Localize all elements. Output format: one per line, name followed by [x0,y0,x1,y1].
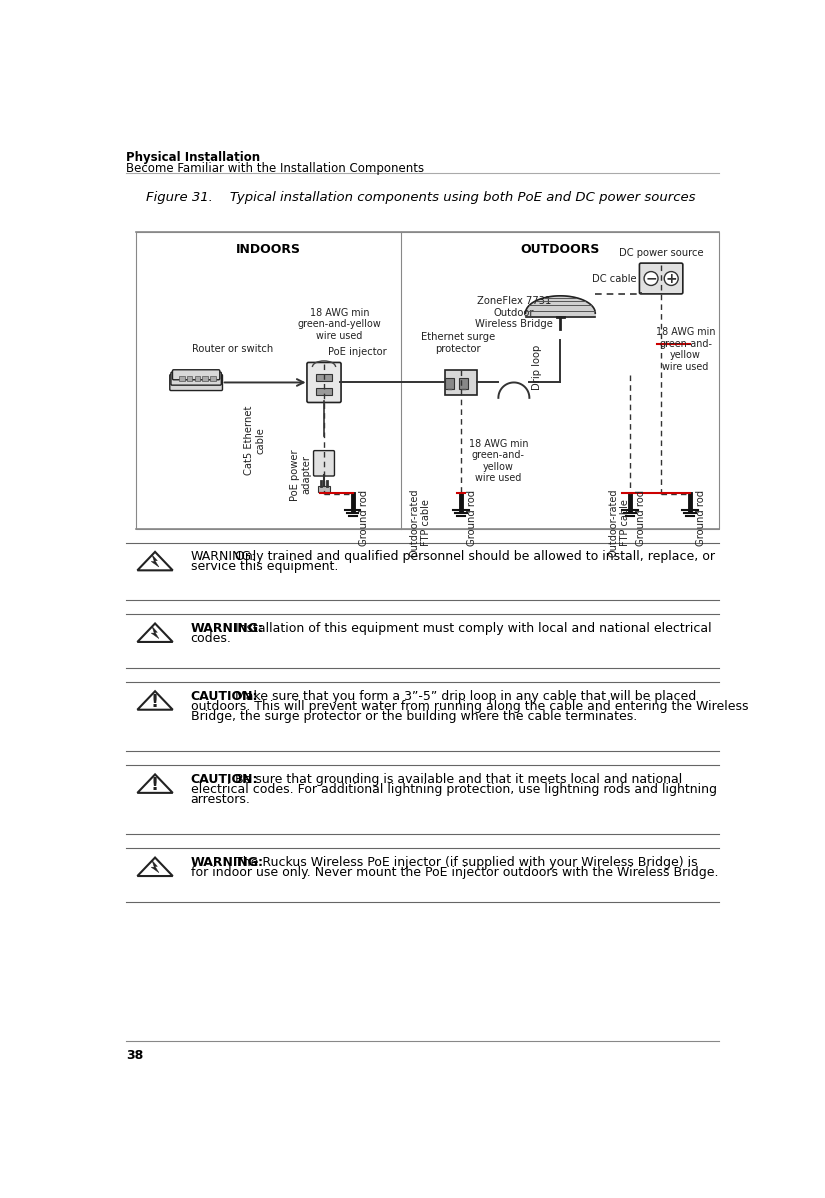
Text: DC power source: DC power source [619,248,704,258]
Text: electrical codes. For additional lightning protection, use lightning rods and li: electrical codes. For additional lightni… [191,782,717,795]
Text: DC cable: DC cable [592,274,637,284]
Bar [179,376,185,381]
Text: ZoneFlex 7731
Outdoor
Wireless Bridge: ZoneFlex 7731 Outdoor Wireless Bridge [475,296,553,329]
Text: Drip loop: Drip loop [532,345,542,389]
Text: 18 AWG min
green-and-yellow
wire used: 18 AWG min green-and-yellow wire used [298,308,381,341]
Text: Become Familiar with the Installation Components: Become Familiar with the Installation Co… [126,162,425,175]
Polygon shape [151,555,159,567]
Text: Be sure that grounding is available and that it meets local and national: Be sure that grounding is available and … [227,773,682,786]
Text: Ground rod: Ground rod [636,490,646,546]
Text: OUTDOORS: OUTDOORS [521,243,600,256]
Polygon shape [151,627,159,639]
Bar [318,485,330,492]
Text: CAUTION:: CAUTION: [191,773,258,786]
FancyBboxPatch shape [445,370,478,395]
Text: Ground rod: Ground rod [359,490,369,546]
Polygon shape [151,860,159,872]
FancyBboxPatch shape [307,363,341,403]
Text: WARNING:: WARNING: [191,622,264,635]
Text: Router or switch: Router or switch [192,344,274,353]
Text: Cat5 Ethernet
cable: Cat5 Ethernet cable [244,405,266,474]
Text: Ground rod: Ground rod [467,490,477,546]
Text: 18 AWG min
green-and-
yellow
wire used: 18 AWG min green-and- yellow wire used [656,327,715,371]
FancyBboxPatch shape [170,374,223,391]
Text: PoE power
adapter: PoE power adapter [290,449,312,501]
Circle shape [644,272,658,285]
Text: Installation of this equipment must comply with local and national electrical: Installation of this equipment must comp… [227,622,712,635]
FancyBboxPatch shape [639,264,683,294]
Text: Ground rod: Ground rod [695,490,705,546]
Text: WARNING:: WARNING: [191,550,256,563]
Text: −: − [645,272,657,285]
Text: codes.: codes. [191,631,232,645]
Text: PoE injector: PoE injector [328,347,387,357]
FancyBboxPatch shape [172,370,219,380]
Text: +: + [666,272,677,285]
FancyBboxPatch shape [316,374,332,381]
Text: for indoor use only. Never mount the PoE injector outdoors with the Wireless Bri: for indoor use only. Never mount the PoE… [191,866,719,879]
Bar [202,376,208,381]
Circle shape [664,272,678,285]
Text: Make sure that you form a 3”-5” drip loop in any cable that will be placed: Make sure that you form a 3”-5” drip loo… [227,690,696,703]
Text: Physical Installation: Physical Installation [126,151,261,164]
Text: !: ! [151,776,159,794]
Text: 38: 38 [126,1048,144,1061]
Text: Ethernet surge
protector: Ethernet surge protector [421,332,495,353]
Text: outdoors. This will prevent water from running along the cable and entering the : outdoors. This will prevent water from r… [191,700,748,713]
Text: Figure 31.    Typical installation components using both PoE and DC power source: Figure 31. Typical installation componen… [146,192,695,205]
Bar [195,376,200,381]
Text: WARNING:: WARNING: [191,857,264,869]
Text: service this equipment.: service this equipment. [191,561,338,574]
FancyBboxPatch shape [445,377,455,388]
Text: 18 AWG min
green-and-
yellow
wire used: 18 AWG min green-and- yellow wire used [469,438,528,484]
Bar [186,376,192,381]
Text: The Ruckus Wireless PoE injector (if supplied with your Wireless Bridge) is: The Ruckus Wireless PoE injector (if sup… [227,857,698,869]
FancyBboxPatch shape [316,388,332,395]
FancyBboxPatch shape [459,377,468,388]
Bar [210,376,215,381]
Text: arrestors.: arrestors. [191,793,251,806]
FancyBboxPatch shape [171,373,221,385]
Text: Outdoor-rated
FTP cable: Outdoor-rated FTP cable [609,489,630,557]
Text: Only trained and qualified personnel should be allowed to install, replace, or: Only trained and qualified personnel sho… [227,550,715,563]
Text: Outdoor-rated
FTP cable: Outdoor-rated FTP cable [409,489,431,557]
Text: CAUTION:: CAUTION: [191,690,258,703]
Polygon shape [526,296,596,317]
FancyBboxPatch shape [314,450,334,476]
Text: Bridge, the surge protector or the building where the cable terminates.: Bridge, the surge protector or the build… [191,709,637,722]
Text: !: ! [151,692,159,710]
Text: INDOORS: INDOORS [236,243,301,256]
Bar [135,232,719,528]
